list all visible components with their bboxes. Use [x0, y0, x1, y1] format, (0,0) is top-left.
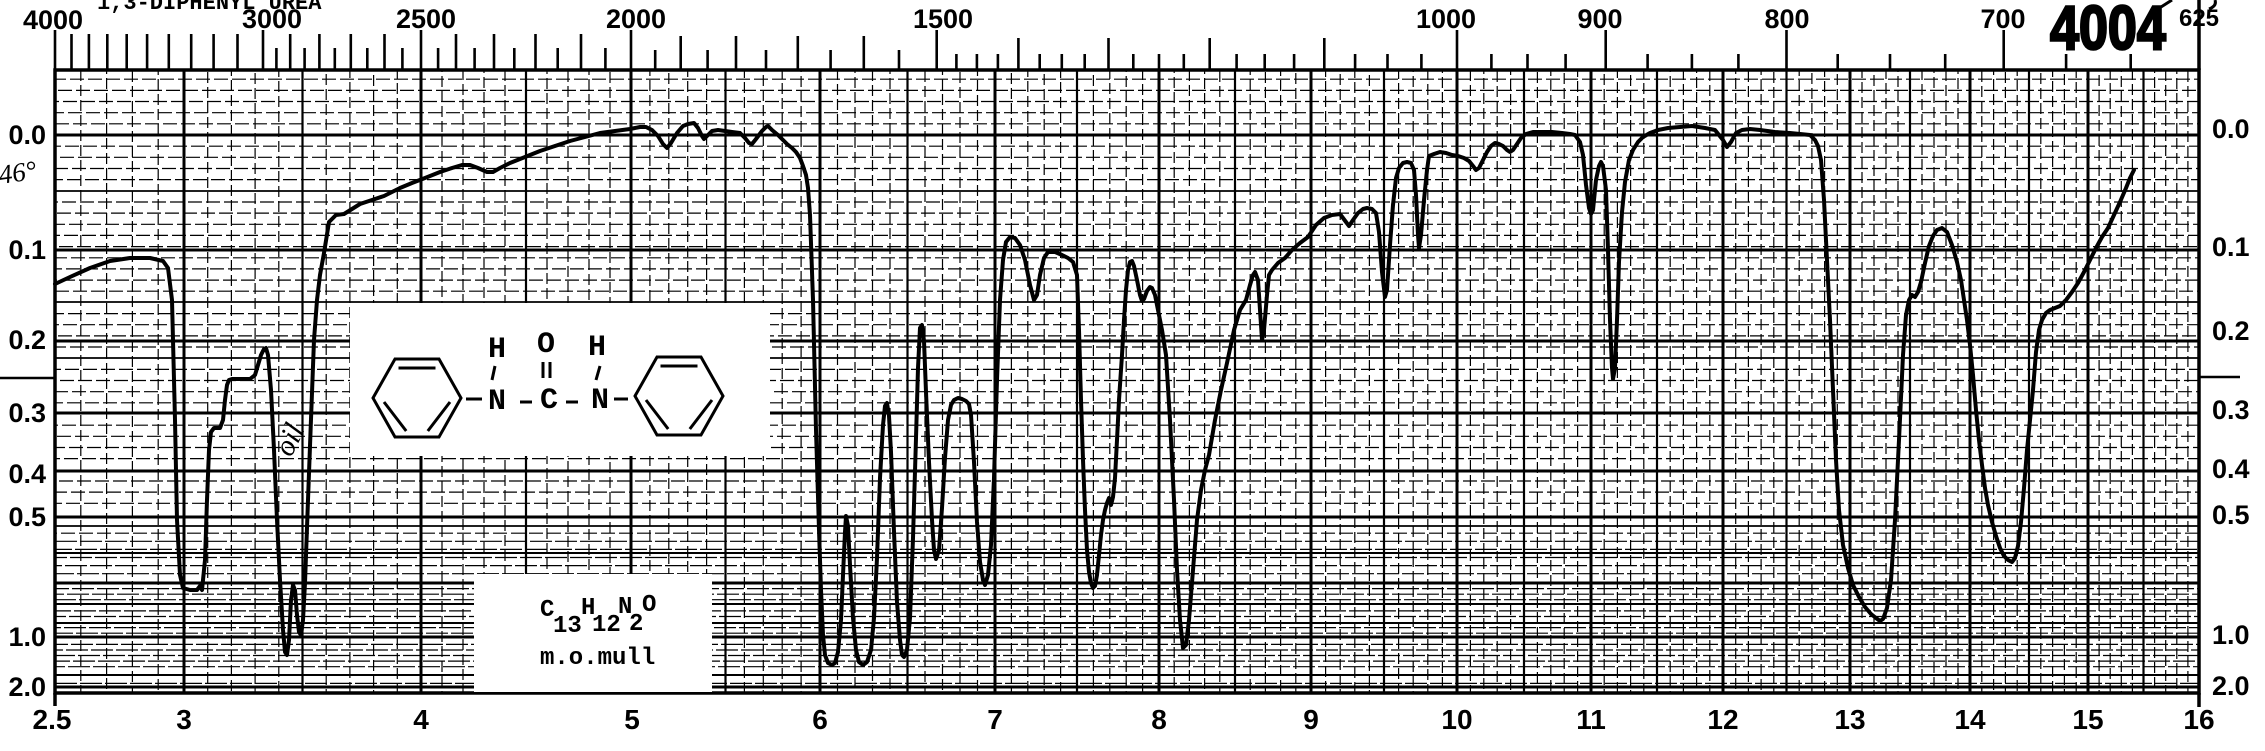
svg-text:3000: 3000 [242, 4, 302, 34]
svg-text:12: 12 [592, 612, 621, 639]
svg-text:0.2: 0.2 [8, 325, 46, 355]
svg-text:800: 800 [1764, 4, 1809, 34]
svg-text:13: 13 [1834, 704, 1865, 735]
svg-text:2000: 2000 [606, 4, 666, 34]
svg-text:4000: 4000 [23, 5, 83, 35]
svg-text:O: O [537, 328, 555, 362]
svg-text:1.0: 1.0 [8, 622, 46, 652]
svg-text:0.1: 0.1 [8, 235, 46, 265]
svg-text:14: 14 [1954, 704, 1986, 735]
svg-text:2: 2 [629, 611, 643, 638]
svg-text:0.3: 0.3 [2212, 395, 2250, 425]
svg-text:2.0: 2.0 [2212, 671, 2250, 701]
svg-text:4: 4 [413, 704, 429, 735]
svg-text:12: 12 [1707, 704, 1738, 735]
svg-text:H: H [581, 595, 595, 622]
svg-text:0.4: 0.4 [8, 459, 46, 489]
svg-text:8: 8 [1151, 704, 1167, 735]
svg-text:0.0: 0.0 [8, 120, 46, 150]
svg-text:13: 13 [553, 613, 582, 640]
svg-text:11: 11 [1576, 704, 1606, 735]
svg-text:6: 6 [812, 704, 828, 735]
svg-text:5: 5 [624, 704, 640, 735]
svg-text:9: 9 [1303, 704, 1319, 735]
svg-text:15: 15 [2072, 704, 2103, 735]
svg-text:C: C [540, 384, 558, 418]
svg-text:900: 900 [1577, 4, 1622, 34]
svg-text:10: 10 [1441, 704, 1472, 735]
svg-text:3: 3 [176, 704, 192, 735]
svg-text:0.1: 0.1 [2212, 232, 2250, 262]
svg-text:O: O [642, 592, 656, 619]
svg-text:N: N [618, 594, 632, 621]
svg-text:H: H [488, 333, 506, 367]
svg-text:1000: 1000 [1416, 4, 1476, 34]
svg-text:C: C [540, 597, 554, 624]
svg-text:1,3-DIPHENYL UREA: 1,3-DIPHENYL UREA [97, 0, 322, 16]
svg-text:m.o.mull: m.o.mull [540, 645, 655, 672]
svg-text:2500: 2500 [396, 4, 456, 34]
svg-text:0.4: 0.4 [2212, 454, 2250, 484]
svg-text:0.0: 0.0 [2212, 114, 2250, 144]
svg-text:N: N [488, 385, 506, 419]
svg-text:2.0: 2.0 [8, 672, 46, 702]
svg-text:16: 16 [2183, 704, 2214, 735]
svg-text:1.0: 1.0 [2212, 620, 2250, 650]
svg-text:0.5: 0.5 [8, 502, 46, 532]
svg-text:7: 7 [987, 704, 1003, 735]
svg-text:2.5: 2.5 [33, 704, 72, 735]
svg-text:0.3: 0.3 [8, 398, 46, 428]
svg-text:N: N [591, 384, 609, 418]
svg-text:700: 700 [1980, 4, 2025, 34]
svg-text:1500: 1500 [913, 4, 973, 34]
svg-text:4004: 4004 [2050, 0, 2166, 63]
svg-text:0.2: 0.2 [2212, 316, 2250, 346]
svg-text:0.5: 0.5 [2212, 500, 2250, 530]
svg-text:H: H [588, 331, 606, 365]
svg-text:46°: 46° [0, 155, 38, 190]
